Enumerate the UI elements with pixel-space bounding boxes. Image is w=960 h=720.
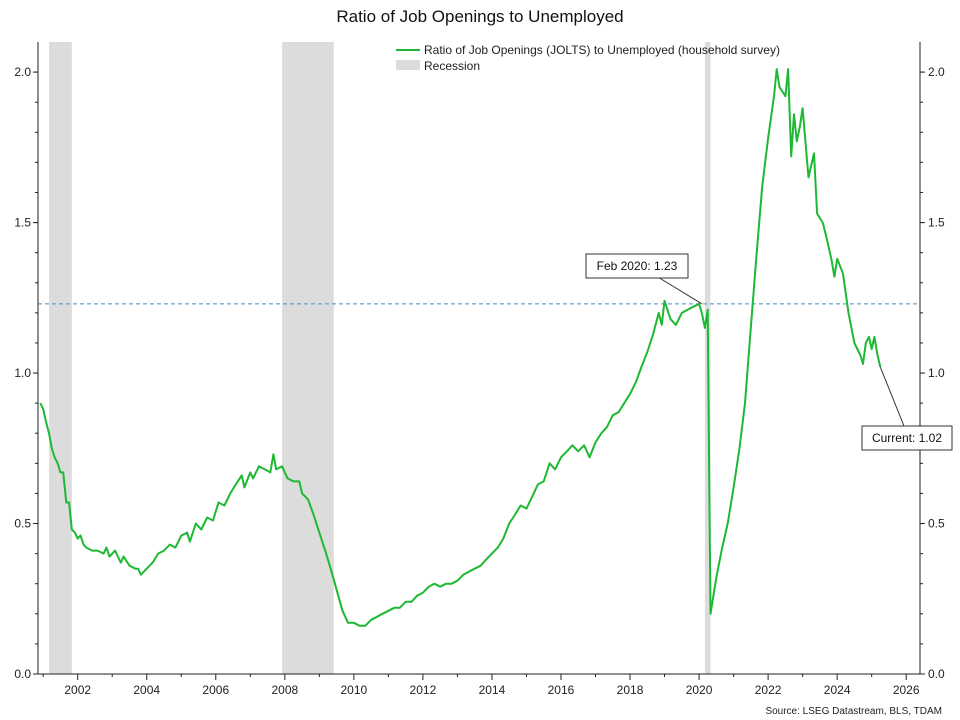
y-tick-label-right: 0.5	[928, 517, 945, 531]
x-tick-label: 2006	[202, 683, 229, 697]
recession-band	[49, 42, 72, 674]
x-tick-label: 2002	[64, 683, 91, 697]
annotation-box-current	[861, 425, 953, 451]
x-tick-label: 2012	[410, 683, 437, 697]
annotations: Feb 2020: 1.23 Current: 1.02	[585, 253, 953, 451]
recession-band	[282, 42, 334, 674]
plot-frame	[37, 42, 921, 675]
y-tick-label-left: 0.0	[14, 667, 31, 681]
y-tick-label-right: 1.0	[928, 366, 945, 380]
source-note: Source: LSEG Datastream, BLS, TDAM	[765, 706, 942, 717]
x-tick-label: 2014	[479, 683, 506, 697]
x-tick-label: 2010	[341, 683, 368, 697]
x-tick-label: 2024	[824, 683, 851, 697]
x-ticks: 2002 2004 2006 2008 2010 2012 2014 2016 2018 2020…	[42, 674, 920, 697]
annotation-box-feb-2020	[585, 253, 689, 279]
y-tick-label-left: 1.5	[14, 216, 31, 230]
legend-recession-swatch	[396, 60, 420, 70]
left-y-ticks: 0.0 0.5 1.0 1.5 2.0	[14, 65, 38, 681]
legend-label-ratio: Ratio of Job Openings (JOLTS) to Unemplo…	[424, 43, 780, 57]
x-tick-label: 2004	[133, 683, 160, 697]
y-tick-label-right: 2.0	[928, 65, 945, 79]
x-tick-label: 2020	[686, 683, 713, 697]
recession-bands	[49, 42, 711, 674]
chart-title: Ratio of Job Openings to Unemployed	[336, 7, 623, 26]
x-tick-label: 2026	[893, 683, 920, 697]
y-tick-label-left: 1.0	[14, 366, 31, 380]
annotation-label-feb-2020: Feb 2020: 1.23	[597, 259, 678, 273]
x-tick-label: 2018	[617, 683, 644, 697]
series-line-ratio	[39, 68, 882, 627]
right-y-ticks: 0.0 0.5 1.0 1.5 2.0	[920, 65, 945, 681]
x-tick-label: 2022	[755, 683, 782, 697]
legend: Ratio of Job Openings (JOLTS) to Unemplo…	[396, 43, 780, 73]
y-tick-label-left: 0.5	[14, 517, 31, 531]
y-tick-label-right: 1.5	[928, 216, 945, 230]
y-tick-label-left: 2.0	[14, 65, 31, 79]
legend-label-recession: Recession	[424, 59, 480, 73]
annotation-leader-current	[879, 366, 905, 427]
annotation-label-current: Current: 1.02	[872, 431, 942, 445]
y-tick-label-right: 0.0	[928, 667, 945, 681]
annotation-leader-feb-2020	[659, 277, 703, 305]
x-tick-label: 2016	[548, 683, 575, 697]
x-tick-label: 2008	[271, 683, 298, 697]
